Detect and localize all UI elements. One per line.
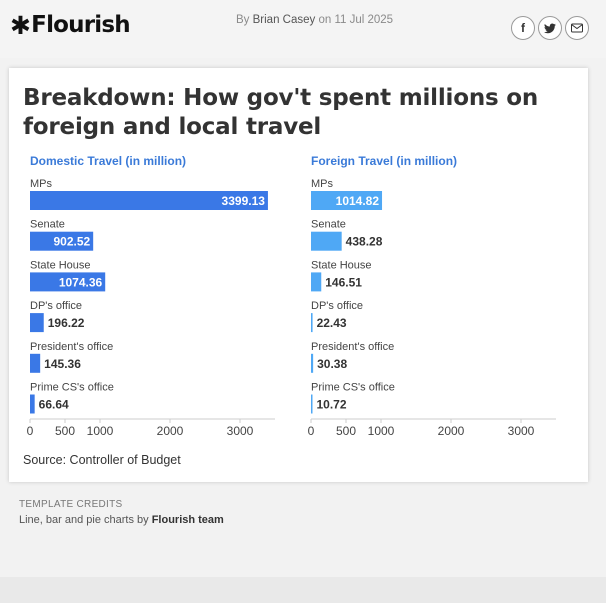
data-label: 146.51 xyxy=(325,275,362,289)
bar xyxy=(311,231,342,251)
x-tick-label: 1000 xyxy=(87,424,114,438)
category-label: Prime CS's office xyxy=(30,382,114,394)
x-tick-label: 0 xyxy=(27,424,34,438)
facebook-icon: f xyxy=(521,21,525,35)
data-label: 10.72 xyxy=(317,398,347,412)
logo-text: Flourish xyxy=(31,12,130,38)
twitter-icon xyxy=(544,22,556,33)
bar xyxy=(30,313,44,333)
category-label: President's office xyxy=(30,341,113,353)
category-label: President's office xyxy=(311,341,394,353)
x-tick-label: 2000 xyxy=(157,424,184,438)
category-label: State House xyxy=(311,259,372,271)
panel-title: Domestic Travel (in million) xyxy=(30,154,186,168)
credits-heading: TEMPLATE CREDITS xyxy=(19,499,123,510)
bar xyxy=(311,191,383,210)
x-tick-label: 2000 xyxy=(438,424,465,438)
category-label: Prime CS's office xyxy=(311,382,395,394)
data-label: 438.28 xyxy=(346,235,383,249)
category-label: MPs xyxy=(311,178,334,190)
data-label: 196.22 xyxy=(48,316,85,330)
publish-date: 11 Jul 2025 xyxy=(334,14,394,26)
template-credits: TEMPLATE CREDITS Line, bar and pie chart… xyxy=(19,499,224,526)
bar xyxy=(30,272,106,292)
bar xyxy=(30,353,41,373)
credits-line: Line, bar and pie charts by Flourish tea… xyxy=(19,514,224,526)
email-share-button[interactable] xyxy=(565,16,589,40)
bar xyxy=(30,191,268,210)
data-label: 1014.82 xyxy=(336,194,380,208)
category-label: State House xyxy=(30,259,91,271)
chart-card: Breakdown: How gov't spent millions on f… xyxy=(9,68,588,482)
credits-team-link[interactable]: Flourish team xyxy=(151,514,224,526)
category-label: Senate xyxy=(311,219,346,231)
data-label: 1074.36 xyxy=(59,275,103,289)
data-label: 3399.13 xyxy=(222,194,266,208)
twitter-share-button[interactable] xyxy=(538,16,562,40)
x-tick-label: 3000 xyxy=(508,424,535,438)
facebook-share-button[interactable]: f xyxy=(511,16,535,40)
author-name: Brian Casey xyxy=(252,14,316,26)
bar xyxy=(311,353,314,373)
category-label: DP's office xyxy=(311,300,363,312)
asterisk-icon: ✱ xyxy=(10,10,31,40)
top-bar: ✱ Flourish By Brian Casey on 11 Jul 2025… xyxy=(0,0,606,58)
bar-charts: Domestic Travel (in million) MPs 3399.13 Se… xyxy=(27,154,556,438)
bar xyxy=(311,394,313,414)
data-label: 902.52 xyxy=(53,235,90,249)
bar xyxy=(311,272,322,292)
category-label: DP's office xyxy=(30,300,82,312)
category-label: Senate xyxy=(30,219,65,231)
panel-title: Foreign Travel (in million) xyxy=(311,154,457,168)
data-label: 30.38 xyxy=(317,357,347,371)
byline: By Brian Casey on 11 Jul 2025 xyxy=(236,14,394,26)
data-label: 22.43 xyxy=(317,316,347,330)
bar xyxy=(30,394,35,414)
footer-bar xyxy=(0,577,606,603)
x-tick-label: 500 xyxy=(55,424,75,438)
chart-title: Breakdown: How gov't spent millions on f… xyxy=(23,85,539,140)
x-tick-label: 0 xyxy=(308,424,315,438)
data-label: 66.64 xyxy=(39,398,69,412)
flourish-logo[interactable]: ✱ Flourish xyxy=(10,10,131,40)
share-buttons: f xyxy=(511,16,589,40)
data-label: 145.36 xyxy=(44,357,81,371)
source-note: Source: Controller of Budget xyxy=(23,453,181,467)
bar xyxy=(30,231,94,251)
x-tick-label: 3000 xyxy=(227,424,254,438)
category-label: MPs xyxy=(30,178,53,190)
x-tick-label: 500 xyxy=(336,424,356,438)
x-tick-label: 1000 xyxy=(368,424,395,438)
email-icon xyxy=(571,23,583,33)
bar xyxy=(311,313,313,333)
